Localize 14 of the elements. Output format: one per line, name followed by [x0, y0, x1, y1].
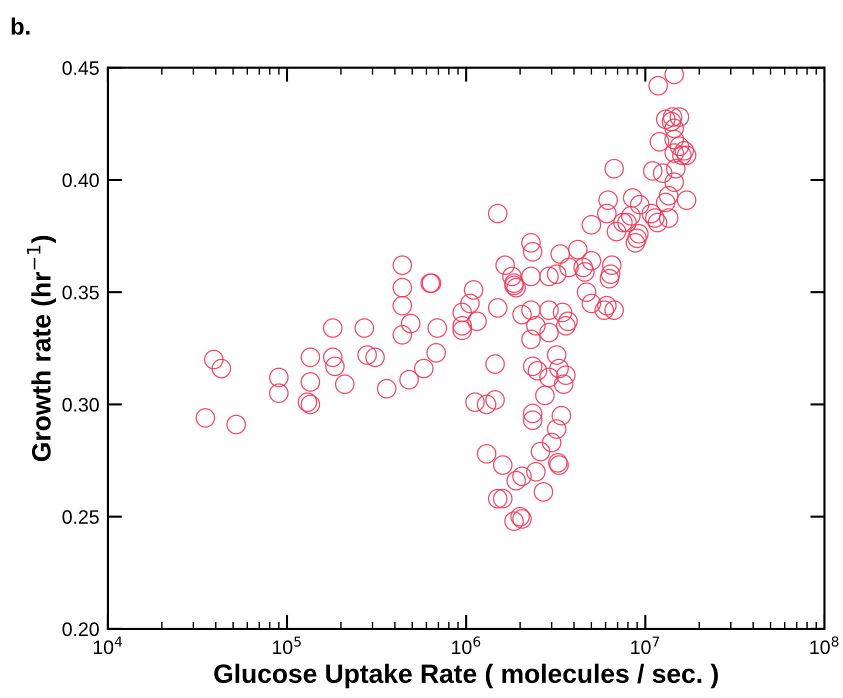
x-tick-label: 10$^{4}$ [94, 636, 122, 654]
y-axis-title: Growth rate (hr$^{−1}$) [26, 236, 56, 462]
x-tick-label: 10$^{8}$ [810, 636, 838, 654]
y-tick-label: 0.35 [62, 286, 99, 300]
y-tick-label: 0.25 [62, 510, 99, 524]
y-tick-label: 0.40 [62, 173, 99, 188]
x-tick-label: 10$^{5}$ [272, 636, 301, 654]
x-tick-label: 10$^{6}$ [452, 636, 480, 654]
chart-title: b. [12, 17, 30, 35]
y-tick-label: 0.20 [62, 622, 99, 636]
y-tick-label: 0.45 [62, 61, 99, 75]
x-axis-title: Glucose Uptake Rate ( molecules / sec. ) [214, 664, 718, 688]
y-tick-label: 0.30 [62, 398, 99, 412]
x-tick-label: 10$^{7}$ [631, 636, 660, 654]
